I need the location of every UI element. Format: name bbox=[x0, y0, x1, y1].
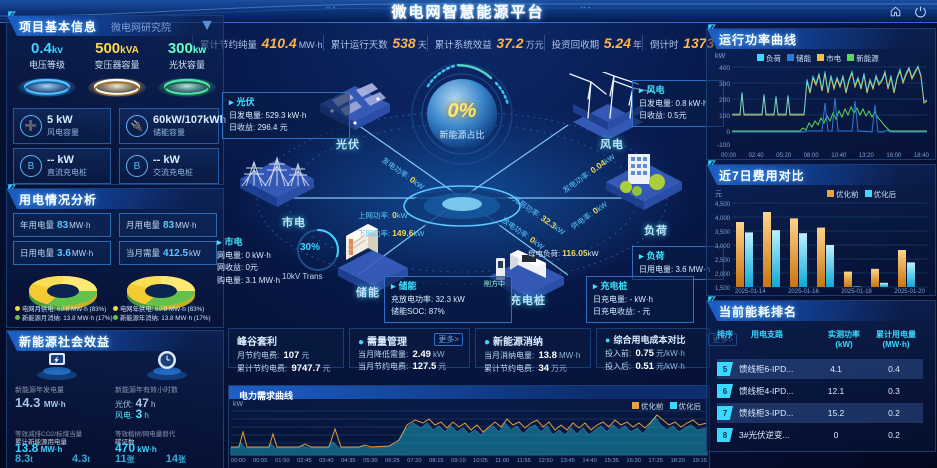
svg-text:4,000: 4,000 bbox=[715, 216, 731, 222]
svg-text:2,500: 2,500 bbox=[715, 258, 731, 264]
svg-text:3,000: 3,000 bbox=[715, 244, 731, 250]
svg-text:400: 400 bbox=[719, 65, 730, 72]
svg-text:1,500: 1,500 bbox=[715, 286, 731, 291]
svg-text:2,000: 2,000 bbox=[715, 272, 731, 278]
svg-text:3,500: 3,500 bbox=[715, 230, 731, 236]
svg-text:200: 200 bbox=[719, 97, 730, 104]
svg-text:-100: -100 bbox=[717, 142, 730, 149]
svg-text:300: 300 bbox=[719, 81, 730, 88]
svg-text:4,500: 4,500 bbox=[715, 202, 731, 208]
svg-text:0: 0 bbox=[726, 129, 730, 136]
svg-text:100: 100 bbox=[719, 113, 730, 120]
